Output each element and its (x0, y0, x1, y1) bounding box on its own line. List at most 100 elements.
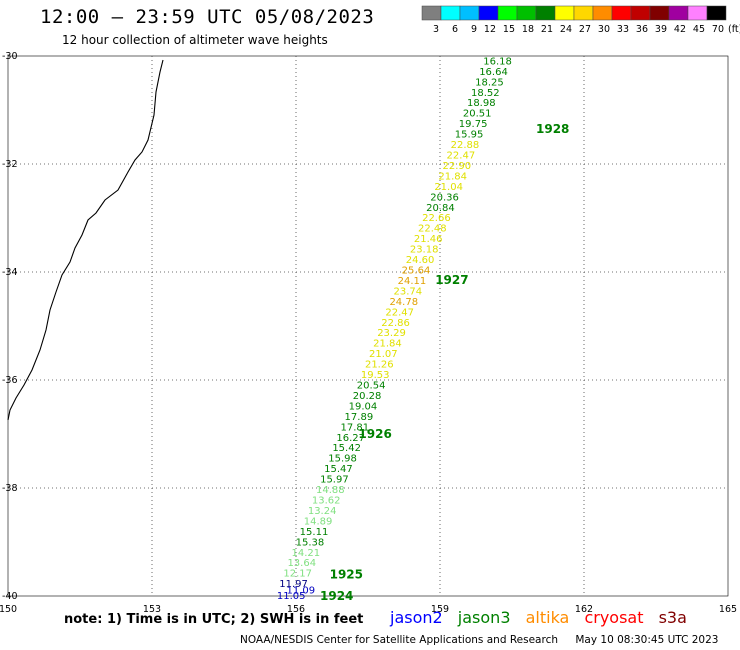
wave-height-value: 11.97 (279, 579, 308, 590)
legend-label: 45 (693, 24, 705, 35)
wave-height-value: 16.64 (479, 67, 508, 78)
map-frame (7, 55, 729, 597)
wave-height-value: 17.81 (340, 422, 369, 433)
wave-height-value: 15.98 (328, 454, 357, 465)
wave-height-value: 18.52 (471, 88, 500, 99)
lat-tick-label: -38 (2, 483, 18, 494)
lon-tick-label: 150 (0, 604, 17, 615)
wave-height-value: 22.90 (442, 161, 471, 172)
wave-height-value: 12.17 (283, 569, 312, 580)
wave-height-value: 13.64 (287, 558, 316, 569)
wave-height-value: 14.21 (292, 548, 321, 559)
orbit-number-label: 1926 (358, 427, 391, 441)
wave-height-value: 22.66 (422, 213, 451, 224)
footer: NOAA/NESDIS Center for Satellite Applica… (240, 634, 732, 646)
legend-label: 27 (579, 24, 591, 35)
orbit-number-label: 1927 (435, 273, 468, 287)
legend-label: 12 (484, 24, 496, 35)
wave-height-value: 20.36 (430, 192, 459, 203)
wave-height-value: 25.64 (402, 265, 431, 276)
lat-tick-label: -32 (2, 159, 18, 170)
wave-height-value: 21.26 (365, 360, 394, 371)
legend-label: 3 (433, 24, 439, 35)
coastline (7, 59, 164, 421)
wave-height-value: 13.24 (308, 506, 337, 517)
satellite-legend: jason2 jason3 altika cryosat s3a (390, 608, 697, 627)
orbit-number-label: 1924 (320, 589, 353, 603)
wave-height-value: 23.18 (410, 245, 439, 256)
lon-tick-label: 159 (431, 604, 449, 615)
legend-label: 18 (522, 24, 534, 35)
footer-org: NOAA/NESDIS Center for Satellite Applica… (240, 634, 558, 646)
wave-height-value: 14.89 (304, 516, 333, 527)
units-note: note: 1) Time is in UTC; 2) SWH is in fe… (64, 612, 364, 627)
legend-label: 24 (560, 24, 572, 35)
legend-label: 15 (503, 24, 515, 35)
wave-height-value: 23.74 (394, 286, 423, 297)
wave-height-value: 20.84 (426, 203, 455, 214)
wave-height-value: 20.54 (357, 380, 386, 391)
wave-height-value: 22.88 (451, 140, 480, 151)
legend-label: 70 (712, 24, 724, 35)
wave-height-value: 15.47 (324, 464, 353, 475)
lon-tick-label: 162 (575, 604, 593, 615)
legend-swatch (706, 5, 727, 21)
lat-tick-label: -40 (2, 591, 18, 602)
legend-label: 33 (617, 24, 629, 35)
wave-height-value: 15.38 (296, 537, 325, 548)
wave-height-value: 17.89 (345, 412, 374, 423)
wave-height-value: 16.18 (483, 56, 512, 67)
wave-height-value: 24.78 (389, 297, 418, 308)
lon-tick-label: 156 (287, 604, 305, 615)
wave-height-value: 11.05 (277, 591, 306, 602)
wave-height-value: 22.47 (385, 307, 414, 318)
map-title: 12:00 – 23:59 UTC 05/08/2023 (40, 6, 375, 28)
orbit-number-label: 1925 (330, 567, 363, 581)
satellite-cryosat: cryosat (584, 608, 644, 627)
wave-height-value: 21.46 (414, 234, 443, 245)
legend-label: 6 (452, 24, 458, 35)
wave-height-value: 23.29 (377, 328, 406, 339)
legend-label: 9 (471, 24, 477, 35)
satellite-s3a: s3a (658, 608, 687, 627)
wave-height-value: 22.47 (447, 150, 476, 161)
wave-height-value: 24.60 (406, 255, 435, 266)
satellite-altika: altika (525, 608, 570, 627)
legend-label: 42 (674, 24, 686, 35)
wave-height-value: 19.75 (459, 119, 488, 130)
wave-height-value: 18.98 (467, 98, 496, 109)
wave-height-value: 24.11 (398, 276, 427, 287)
legend-unit: (ft) (728, 24, 740, 35)
legend-label: 36 (636, 24, 648, 35)
wave-height-value: 21.84 (438, 171, 467, 182)
satellite-jason3: jason3 (457, 608, 511, 627)
wave-height-value: 22.86 (381, 318, 410, 329)
wave-height-value: 16.27 (336, 433, 365, 444)
wave-height-value: 19.04 (349, 401, 378, 412)
footer-timestamp: May 10 08:30:45 UTC 2023 (575, 634, 719, 646)
map-subtitle: 12 hour collection of altimeter wave hei… (62, 33, 328, 47)
wave-height-value: 14.88 (316, 485, 345, 496)
lat-tick-label: -34 (2, 267, 18, 278)
wave-height-value: 20.51 (463, 109, 492, 120)
wave-height-value: 11.09 (286, 586, 315, 597)
wave-height-value: 13.62 (312, 495, 341, 506)
wave-height-value: 18.25 (475, 77, 504, 88)
wave-height-value: 22.48 (418, 224, 447, 235)
orbit-number-label: 1928 (536, 122, 569, 136)
wave-height-value: 21.07 (369, 349, 398, 360)
wave-height-value: 21.84 (373, 339, 402, 350)
wave-height-value: 15.97 (320, 475, 349, 486)
legend-label: 39 (655, 24, 667, 35)
lat-tick-label: -36 (2, 375, 18, 386)
lon-tick-label: 153 (143, 604, 161, 615)
wave-height-value: 15.42 (332, 443, 361, 454)
satellite-jason2: jason2 (390, 608, 443, 627)
lat-tick-label: -30 (2, 51, 18, 62)
lon-tick-label: 165 (719, 604, 737, 615)
legend-label: 30 (598, 24, 610, 35)
wave-height-value: 20.28 (353, 391, 382, 402)
wave-height-value: 19.53 (361, 370, 390, 381)
